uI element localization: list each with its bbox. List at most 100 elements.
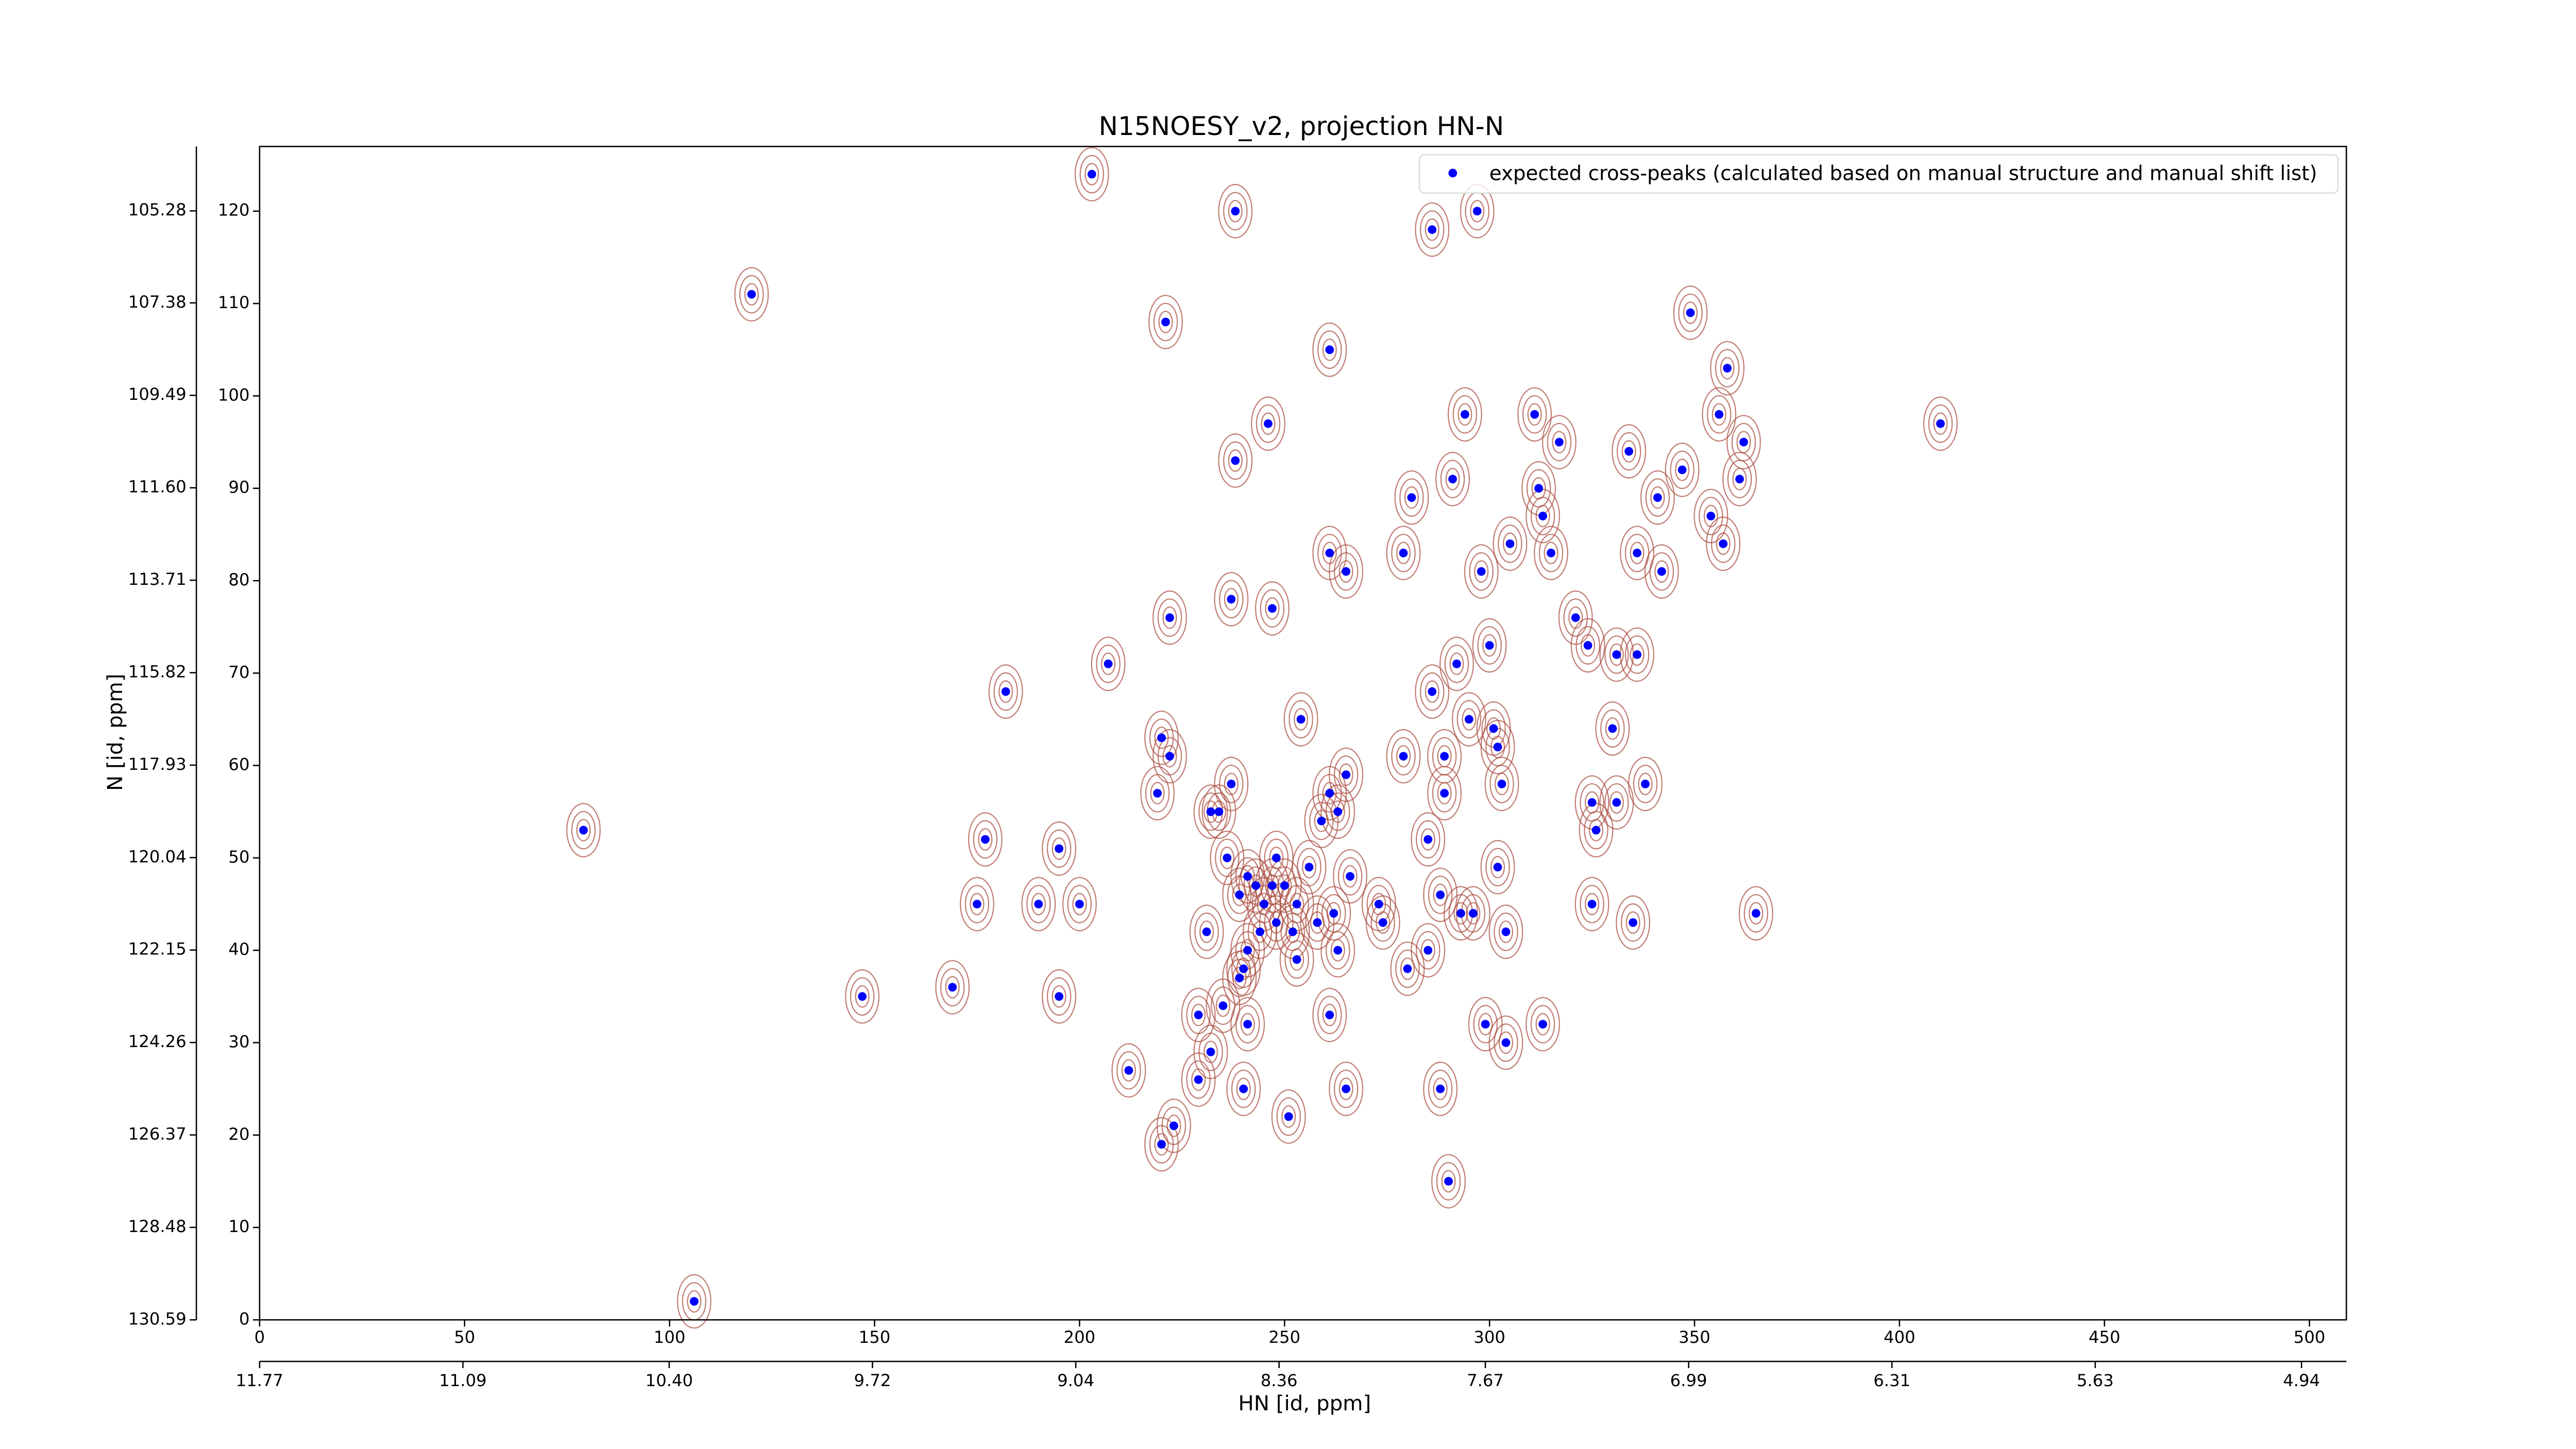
cross-peak [1165,752,1174,761]
cross-peak [1378,918,1387,927]
y-tick-label: 80 [228,570,249,589]
cross-peak [1235,890,1244,899]
cross-peak [973,900,981,908]
contours [566,147,1958,1329]
cross-peak [1235,973,1244,983]
contour-ring [1563,598,1588,637]
cross-peak [1591,825,1601,835]
cross-peak [1333,807,1343,816]
cross-peak [1456,909,1465,918]
contour-ring [1433,1077,1448,1100]
cross-peak [1493,743,1502,752]
cross-peak [1715,410,1724,419]
contour-ring [1223,441,1248,480]
contour-ring [1074,147,1109,201]
cross-peak [1677,465,1687,475]
x-axis-label: HN [id, ppm] [1238,1391,1371,1416]
cross-peak [1657,567,1666,576]
contour-ring [1670,450,1694,490]
contour-ring [1535,504,1550,528]
y2-tick-label: 105.28 [128,200,187,220]
contour-ring [1423,1062,1458,1116]
cross-peak [1333,946,1343,955]
contour-ring [1416,820,1440,859]
contour-ring [1419,210,1445,249]
cross-peak [1489,724,1498,733]
contour-ring [1320,923,1355,978]
contour-ring [1211,986,1235,1025]
cross-peak [1428,225,1437,234]
contour-ring [1166,1115,1181,1137]
cross-peak [1218,1001,1228,1010]
cross-peak [1264,419,1273,428]
cross-peak [1194,1075,1203,1084]
contour-ring [988,664,1023,719]
cross-peak [1157,1140,1166,1149]
plot-frame [259,145,2347,1321]
contour-ring [1294,708,1309,731]
contour-ring [1304,794,1339,848]
contour-ring [1633,765,1658,803]
y-tick-label: 60 [228,755,249,774]
contour-ring [1325,931,1350,970]
contour-ring [1477,626,1502,665]
y-tick-label: 120 [218,200,250,220]
cross-peak [1538,512,1547,520]
cross-peak [1087,170,1096,179]
contour-ring [1702,387,1737,442]
contour-ring [1445,467,1460,491]
contour-ring [1227,875,1252,914]
contour-ring [1625,911,1640,934]
y-tick-label: 20 [228,1124,249,1144]
contour-ring [1153,729,1187,784]
contour-ring [1317,996,1342,1034]
x-tick-label: 300 [1473,1327,1505,1347]
contour-ring [1145,774,1170,813]
contour-ring [1530,1005,1555,1043]
y-tick-label: 10 [228,1217,249,1236]
contour-ring [1621,440,1636,463]
contour-ring [1466,902,1481,925]
contour-ring [1707,395,1732,434]
cross-peak [1501,1038,1511,1047]
chart-title: N15NOESY_v2, projection HN-N [1099,111,1504,141]
contour-ring [1600,709,1625,748]
cross-peak [1288,927,1297,936]
y-tick-label: 100 [218,385,250,405]
contour-ring [1260,589,1285,628]
contour-ring [1720,357,1735,380]
contour-ring [1538,533,1564,572]
cross-peak [1260,900,1268,908]
y2-tick-label: 128.48 [128,1217,187,1236]
contour-ring [1706,516,1741,571]
cross-peak [1325,345,1334,355]
contour-ring [1411,812,1446,867]
cross-peak [1587,798,1597,807]
contour-ring [1493,516,1528,571]
cross-peak [1493,863,1502,872]
contour-ring [1455,886,1490,941]
contour-ring [1665,442,1700,497]
contour-ring [1338,560,1353,583]
contour-ring [1222,867,1257,922]
cross-peak [1157,733,1166,743]
contour-ring [1498,920,1514,943]
contour-ring [1727,460,1752,499]
contour-ring [1488,1015,1523,1070]
cross-peak [1325,788,1334,798]
contour-ring [1162,745,1177,768]
contour-ring [739,275,764,314]
x-tick-label: 500 [2294,1327,2326,1347]
contour-ring [1191,1003,1206,1026]
contour-ring [1749,902,1764,925]
contour-ring [1101,652,1116,676]
cross-peak [1485,641,1494,650]
contour-ring [1084,163,1099,186]
cross-peak [1555,437,1564,447]
contour-ring [1214,756,1249,812]
contour-ring [1432,774,1457,813]
contour-ring [1711,403,1726,426]
cross-peak [1325,1010,1334,1020]
cross-peak [1583,641,1592,650]
contour-ring [1452,395,1478,434]
